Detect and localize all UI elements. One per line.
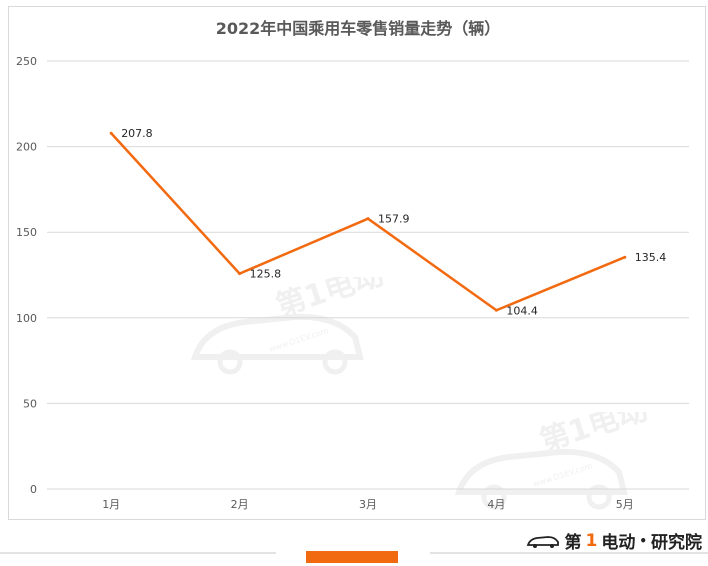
footer-accent-bar — [306, 551, 398, 563]
data-point — [494, 308, 498, 312]
data-point — [623, 255, 627, 259]
footer-divider-right — [430, 552, 708, 554]
y-tick-label: 150 — [16, 226, 37, 239]
chart-frame: 2022年中国乘用车零售销量走势（辆） 第1电动 www.D1EV.com 第1… — [8, 6, 706, 520]
y-tick-label: 50 — [23, 397, 37, 410]
x-tick-label: 5月 — [616, 498, 634, 511]
data-label: 104.4 — [506, 304, 538, 317]
y-tick-label: 0 — [30, 483, 37, 496]
data-label: 125.8 — [250, 268, 282, 281]
data-point — [366, 217, 370, 221]
data-label: 157.9 — [378, 213, 410, 226]
logo-suffix: 研究院 — [651, 533, 702, 553]
x-tick-label: 1月 — [102, 498, 120, 511]
data-label: 207.8 — [121, 127, 153, 140]
logo-one: 1 — [585, 530, 598, 551]
x-tick-label: 4月 — [487, 498, 505, 511]
logo-dot: • — [639, 533, 647, 548]
x-tick-label: 2月 — [231, 498, 249, 511]
series-line — [110, 132, 626, 312]
x-tick-label: 3月 — [359, 498, 377, 511]
logo-mid: 电动 — [601, 533, 636, 553]
data-point — [109, 131, 113, 135]
footer-logo: 第 1 电动 • 研究院 — [526, 528, 702, 553]
line-chart: 0 50 100 150 200 250 1月 2月 3月 4月 5月 207.8 125.8 157.9… — [16, 55, 689, 511]
data-label: 135.4 — [635, 251, 667, 264]
car-icon — [527, 535, 560, 548]
y-tick-label: 250 — [16, 55, 37, 68]
data-point — [238, 272, 242, 276]
y-tick-label: 100 — [16, 312, 37, 325]
chart-title: 2022年中国乘用车零售销量走势（辆） — [215, 19, 501, 38]
footer-divider-left — [0, 552, 276, 554]
y-tick-label: 200 — [16, 141, 37, 154]
logo-prefix: 第 — [564, 533, 582, 553]
